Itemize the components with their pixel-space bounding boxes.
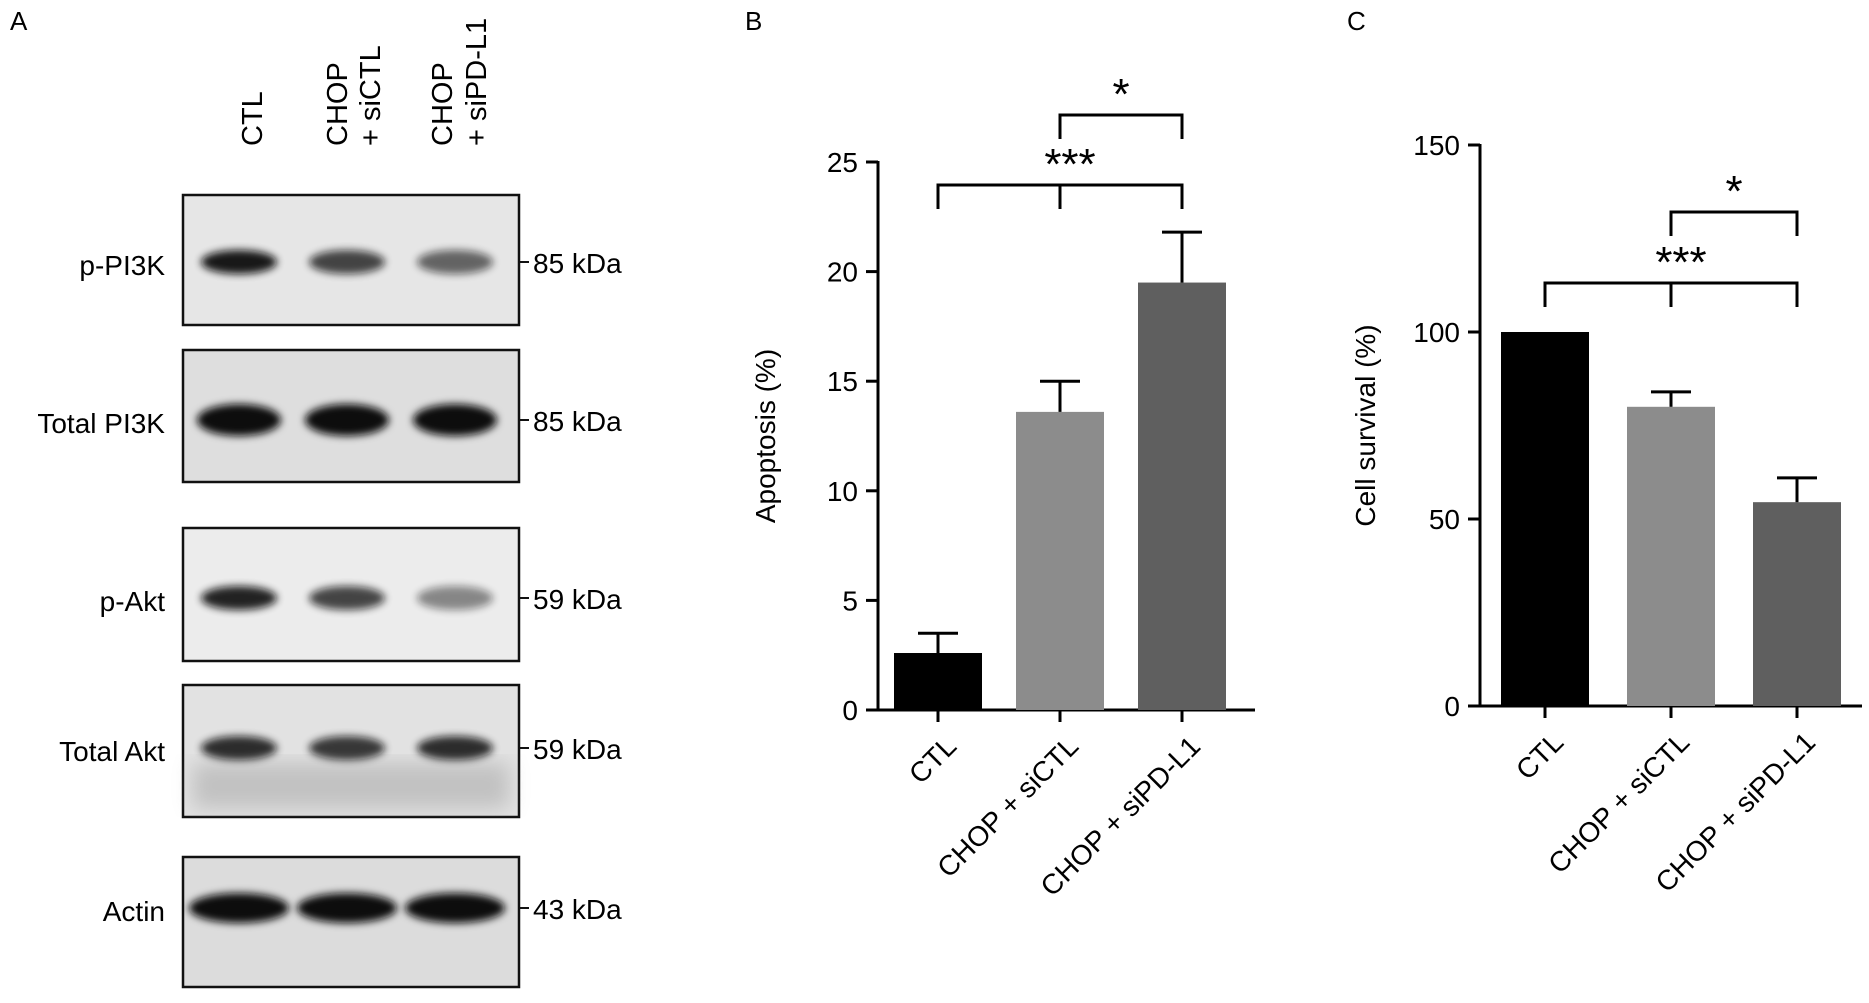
lane-label-3-line2: + siPD-L1 (461, 18, 493, 146)
panel-b-letter: B (745, 6, 762, 36)
blot-strip-3: p-Akt 59 kDa (100, 526, 622, 663)
lane-labels: CTL CHOP + siCTL CHOP + siPD-L1 (237, 18, 493, 146)
bar (894, 653, 982, 710)
blot-band (309, 586, 385, 610)
lane-label-1-line1: CTL (237, 91, 269, 146)
blot-label: p-PI3K (79, 250, 165, 281)
y-tick-label: 10 (827, 476, 858, 507)
y-axis-label: Apoptosis (%) (750, 349, 781, 523)
blot-band (405, 893, 505, 923)
significance-bracket (1543, 281, 1799, 307)
blot-band (413, 404, 497, 436)
y-tick-label: 100 (1413, 317, 1460, 348)
molecular-weight-marker: 43 kDa (533, 894, 622, 925)
y-tick-label: 0 (842, 695, 858, 726)
blot-band (417, 586, 493, 610)
significance-bracket (936, 183, 1184, 209)
blot-band (309, 736, 385, 760)
blot-strip-2: Total PI3K 85 kDa (37, 348, 622, 484)
y-tick-label: 20 (827, 257, 858, 288)
panel-a-western-blot: A CTL CHOP + siCTL CHOP + siPD-L1 p-PI3K… (10, 6, 622, 989)
y-tick-label: 15 (827, 366, 858, 397)
y-tick-label: 0 (1444, 691, 1460, 722)
bar (1138, 282, 1226, 710)
y-tick-label: 150 (1413, 130, 1460, 161)
blot-smear (193, 763, 509, 808)
significance-bracket (1058, 113, 1184, 139)
significance-label: * (1112, 70, 1129, 119)
bar (1753, 502, 1841, 706)
lane-label-2-line2: + siCTL (355, 45, 387, 146)
panel-c-letter: C (1347, 6, 1366, 36)
blot-label: p-Akt (100, 586, 166, 617)
lane-label-2-line1: CHOP (322, 62, 354, 146)
y-tick-label: 50 (1429, 504, 1460, 535)
blot-band (201, 736, 277, 760)
blot-band (189, 893, 289, 923)
molecular-weight-marker: 59 kDa (533, 584, 622, 615)
y-tick-label: 5 (842, 585, 858, 616)
molecular-weight-marker: 85 kDa (533, 406, 622, 437)
blot-strip-5: Actin 43 kDa (103, 855, 622, 989)
blot-band (309, 250, 385, 274)
significance-label: *** (1655, 238, 1706, 287)
y-axis-label: Cell survival (%) (1350, 324, 1381, 526)
blot-band (297, 893, 397, 923)
molecular-weight-marker: 85 kDa (533, 248, 622, 279)
significance-label: *** (1044, 140, 1095, 189)
bar (1501, 332, 1589, 706)
y-tick-label: 25 (827, 147, 858, 178)
blot-strip-1: p-PI3K 85 kDa (79, 193, 622, 327)
bar (1627, 406, 1715, 706)
blot-band (417, 250, 493, 274)
molecular-weight-marker: 59 kDa (533, 734, 622, 765)
blot-band (201, 586, 277, 610)
blot-label: Total PI3K (37, 408, 165, 439)
significance-bracket (1669, 210, 1799, 236)
blot-band (305, 404, 389, 436)
lane-label-3-line1: CHOP (427, 62, 459, 146)
x-category-label: CTL (903, 730, 962, 789)
blot-band (417, 736, 493, 760)
blot-label: Actin (103, 896, 165, 927)
blot-strip-4: Total Akt 59 kDa (59, 683, 622, 819)
significance-label: * (1725, 167, 1742, 216)
x-category-label: CTL (1510, 726, 1569, 785)
blot-band (201, 250, 277, 274)
blot-label: Total Akt (59, 736, 165, 767)
blot-band (197, 404, 281, 436)
bar (1016, 411, 1104, 710)
panel-a-letter: A (10, 6, 28, 36)
